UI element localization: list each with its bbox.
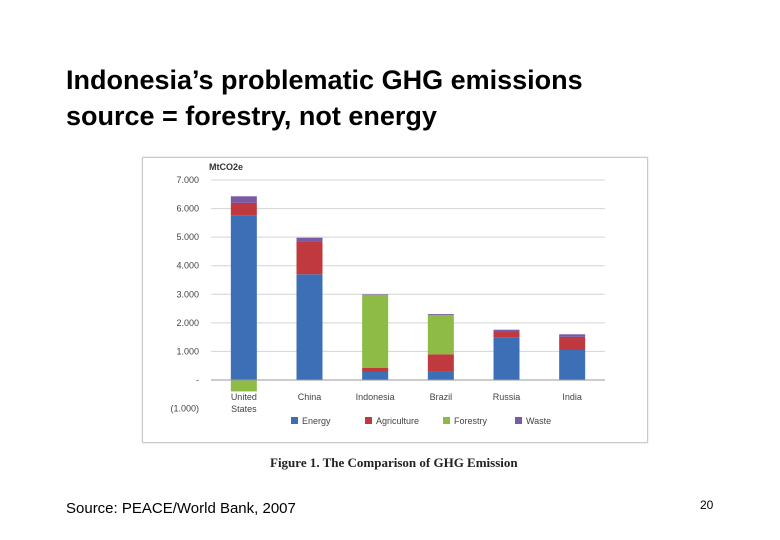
- x-tick-label: Indonesia: [356, 392, 395, 402]
- y-tick-label: 7.000: [176, 175, 199, 185]
- bar-segment-waste: [362, 294, 389, 295]
- x-tick-label: Brazil: [430, 392, 453, 402]
- figure-caption: Figure 1. The Comparison of GHG Emission: [270, 455, 518, 470]
- bar-segment-waste: [230, 196, 257, 203]
- bar-segment-energy: [362, 372, 389, 380]
- bar-segment-agriculture: [427, 354, 454, 372]
- slide-title-line-1: Indonesia’s problematic GHG emissions: [66, 65, 583, 95]
- legend-swatch-agriculture: [365, 417, 372, 424]
- bar-segment-energy: [230, 215, 257, 380]
- y-tick-label: (1.000): [170, 404, 199, 414]
- bar-segment-waste: [493, 329, 520, 332]
- bar-segment-forestry: [362, 294, 389, 368]
- y-unit-label: MtCO2e: [209, 162, 243, 172]
- bar-segment-forestry: [230, 380, 257, 392]
- x-tick-label: India: [562, 392, 582, 402]
- legend-label-waste: Waste: [526, 416, 551, 426]
- legend-label-energy: Energy: [302, 416, 331, 426]
- legend-swatch-waste: [515, 417, 522, 424]
- chart-frame: MtCO2e 7.000 6.000 5.000 4.000 3.000 2.000 1.00…: [142, 157, 648, 443]
- x-tick-label-line-2: States: [231, 404, 257, 414]
- x-tick-label-line-1: United: [231, 392, 257, 402]
- bar-segment-waste: [559, 334, 586, 337]
- legend-swatch-forestry: [443, 417, 450, 424]
- x-tick-label: Russia: [493, 392, 521, 402]
- legend-swatch-energy: [291, 417, 298, 424]
- bar-segment-waste: [427, 314, 454, 315]
- y-tick-label: 3.000: [176, 289, 199, 299]
- x-tick-label: China: [298, 392, 322, 402]
- bar-segment-agriculture: [559, 336, 586, 350]
- page-number: 20: [700, 498, 714, 512]
- y-tick-label: 1.000: [176, 346, 199, 356]
- bar-segment-energy: [296, 274, 323, 380]
- bar-segment-agriculture: [296, 241, 323, 275]
- source-citation: Source: PEACE/World Bank, 2007: [66, 500, 296, 517]
- bar-segment-agriculture: [362, 367, 389, 372]
- slide-title-line-2: source = forestry, not energy: [66, 101, 437, 131]
- legend-label-forestry: Forestry: [454, 416, 488, 426]
- bar-segment-agriculture: [493, 332, 520, 338]
- bar-segment-energy: [559, 350, 586, 380]
- y-tick-label: 6.000: [176, 204, 199, 214]
- bar-segment-agriculture: [230, 202, 257, 216]
- ghg-emissions-chart: MtCO2e 7.000 6.000 5.000 4.000 3.000 2.000 1.00…: [170, 162, 605, 426]
- legend-label-agriculture: Agriculture: [376, 416, 419, 426]
- bar-segment-energy: [427, 371, 454, 380]
- y-tick-label: -: [196, 375, 199, 385]
- y-tick-label: 2.000: [176, 318, 199, 328]
- bar-segment-waste: [296, 237, 323, 242]
- y-tick-label: 5.000: [176, 232, 199, 242]
- bar-segment-energy: [493, 337, 520, 380]
- slide-title: Indonesia’s problematic GHG emissions so…: [66, 62, 746, 134]
- y-tick-label: 4.000: [176, 261, 199, 271]
- bar-segment-forestry: [427, 314, 454, 355]
